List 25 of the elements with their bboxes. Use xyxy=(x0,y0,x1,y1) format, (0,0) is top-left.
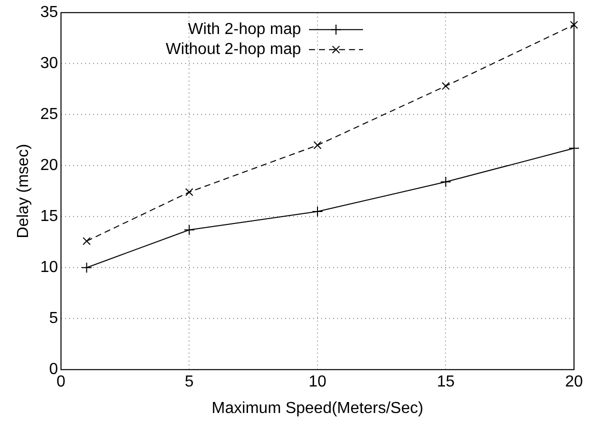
y-tick-label: 25 xyxy=(40,106,58,124)
x-axis-title: Maximum Speed(Meters/Sec) xyxy=(212,400,424,417)
legend-label: Without 2-hop map xyxy=(166,41,302,58)
y-tick-label: 10 xyxy=(40,259,58,276)
point xyxy=(185,188,194,196)
y-tick-label: 30 xyxy=(40,55,58,72)
point xyxy=(570,20,578,29)
y-tick-label: 15 xyxy=(40,208,58,226)
point xyxy=(82,237,91,246)
y-tick-label: 0 xyxy=(49,361,58,378)
y-tick-label: 5 xyxy=(49,310,58,328)
point xyxy=(313,141,322,150)
point xyxy=(312,206,323,217)
x-tick-label: 15 xyxy=(436,374,455,391)
point xyxy=(184,224,195,236)
legend-label: With 2-hop map xyxy=(188,21,302,38)
point xyxy=(442,82,450,90)
x-tick-label: 10 xyxy=(308,374,326,391)
y-axis-title: Delay (msec) xyxy=(15,144,32,238)
y-tick-label: 35 xyxy=(40,4,58,22)
y-tick-label: 20 xyxy=(40,157,58,174)
x-tick-label: 20 xyxy=(565,374,583,391)
point xyxy=(440,176,452,188)
point xyxy=(81,262,92,274)
x-tick-label: 5 xyxy=(184,374,194,391)
